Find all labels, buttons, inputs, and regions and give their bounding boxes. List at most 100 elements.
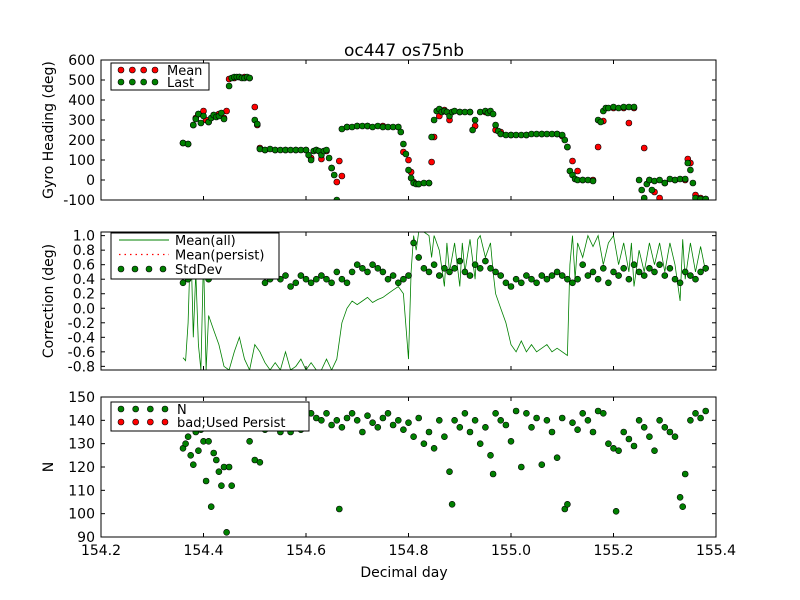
series-line-mean-all [182, 232, 707, 370]
data-point [359, 428, 366, 436]
legend-marker-dot [117, 418, 125, 426]
data-point [676, 493, 684, 501]
legend-marker-dot [151, 78, 159, 86]
data-point [517, 279, 525, 287]
legend-label: Mean(all) [175, 234, 236, 249]
data-point [410, 433, 417, 441]
data-point [697, 414, 704, 422]
y-tick-label: 0.6 [73, 258, 95, 274]
data-point [574, 426, 581, 434]
data-point [489, 470, 497, 478]
data-point [394, 416, 402, 424]
data-point [471, 416, 479, 424]
y-tick-label: 140 [68, 413, 95, 429]
data-point [328, 164, 335, 172]
legend-marker-dot [151, 66, 159, 74]
data-point [548, 428, 556, 436]
data-point [640, 144, 648, 152]
data-point [656, 176, 663, 184]
y-tick-label: 100 [68, 153, 95, 169]
data-point [482, 257, 489, 265]
data-point [666, 428, 674, 436]
data-point [687, 416, 694, 424]
data-point [425, 179, 433, 187]
data-point [538, 272, 546, 279]
data-point [651, 268, 658, 276]
data-point [569, 157, 576, 165]
data-point [261, 279, 269, 287]
y-tick-label: 150 [68, 390, 95, 406]
data-point [333, 416, 341, 424]
data-point [213, 456, 220, 464]
data-point [689, 179, 697, 187]
data-point [548, 272, 556, 279]
data-point [246, 74, 253, 82]
data-point [228, 482, 235, 490]
data-point [441, 264, 448, 272]
data-point [687, 166, 694, 174]
data-point [343, 414, 351, 422]
data-point [620, 264, 628, 272]
data-point [318, 272, 325, 279]
data-point [471, 116, 479, 124]
data-point [456, 257, 464, 265]
data-point [651, 447, 658, 455]
x-tick-label: 154.2 [81, 543, 121, 559]
data-point [564, 143, 571, 151]
data-point [415, 254, 423, 261]
legend-label: Mean [167, 64, 202, 79]
plot-area [179, 73, 709, 200]
y-tick-label: -0.6 [68, 345, 95, 361]
data-point [415, 414, 423, 422]
data-point [648, 186, 656, 194]
data-point [202, 477, 210, 485]
x-tick-label: 155.0 [491, 543, 531, 559]
data-point [389, 272, 397, 279]
data-point [184, 140, 192, 148]
data-point [325, 154, 333, 162]
legend-marker-dot [129, 78, 136, 86]
data-point [218, 482, 225, 490]
y-tick-label: 110 [68, 483, 95, 499]
data-point [533, 279, 540, 287]
y-tick-label: 500 [68, 73, 95, 89]
data-point [187, 451, 194, 459]
y-tick-label: 300 [68, 113, 95, 129]
data-point [692, 275, 699, 283]
data-point [323, 275, 330, 283]
data-point [179, 279, 187, 287]
data-point [333, 178, 341, 186]
data-point [630, 261, 638, 269]
data-point [558, 272, 566, 279]
legend-marker-dot [147, 418, 154, 426]
data-point [302, 275, 310, 283]
data-point [605, 279, 612, 287]
data-point [338, 172, 346, 180]
data-point [364, 268, 371, 276]
data-point [466, 272, 474, 279]
data-point [330, 171, 338, 179]
legend-label: Mean(persist) [175, 249, 264, 264]
data-point [512, 407, 520, 415]
data-point [190, 461, 197, 469]
data-point [492, 121, 499, 129]
data-point [338, 423, 346, 431]
y-tick-label: 0.2 [73, 287, 95, 303]
data-point [638, 186, 646, 194]
data-point [469, 126, 476, 134]
data-point [584, 272, 592, 279]
data-point [425, 428, 433, 436]
data-point [405, 156, 412, 164]
data-point [615, 272, 622, 279]
data-point [564, 500, 571, 508]
y-axis-label: Correction (deg) [41, 244, 57, 358]
data-point [335, 505, 343, 513]
y-tick-label: 1.0 [73, 229, 95, 245]
data-point [297, 272, 305, 279]
legend-box [110, 232, 280, 280]
data-point [282, 272, 289, 279]
legend-label: Last [167, 76, 194, 91]
data-point [597, 118, 605, 126]
data-point [225, 82, 233, 90]
data-point [420, 264, 428, 272]
